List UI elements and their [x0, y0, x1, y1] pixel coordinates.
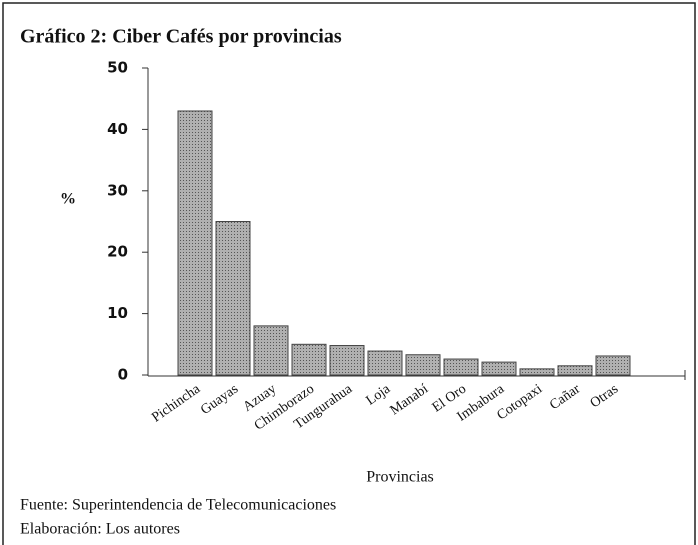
x-tick-label: Cañar	[547, 381, 583, 413]
bar	[557, 365, 593, 376]
bar	[215, 221, 251, 376]
chart-title: Gráfico 2: Ciber Cafés por provincias	[20, 26, 342, 48]
bar	[177, 110, 213, 376]
bar	[519, 368, 555, 376]
y-tick-label: 20	[107, 243, 128, 261]
y-tick-label: 50	[107, 59, 128, 77]
bar	[329, 345, 365, 376]
y-tick-label: 30	[107, 181, 128, 199]
source-note: Fuente: Superintendencia de Telecomunica…	[20, 497, 336, 514]
x-tick-label: Guayas	[198, 382, 241, 418]
bar	[443, 358, 479, 376]
source-note: Elaboración: Los autores	[20, 521, 180, 538]
bar	[595, 355, 631, 376]
x-tick-label: Otras	[588, 382, 621, 412]
bar	[253, 325, 289, 376]
bar	[405, 354, 441, 376]
bar	[367, 350, 403, 376]
y-tick-label: 40	[107, 120, 128, 138]
bar	[481, 361, 517, 376]
x-axis-label: Provincias	[366, 469, 434, 486]
y-tick-label: 10	[107, 304, 128, 322]
bar	[291, 343, 327, 376]
x-tick-label: Pichincha	[149, 381, 203, 425]
y-axis-label: %	[60, 191, 76, 208]
y-tick-label: 0	[118, 366, 128, 384]
x-tick-label: Manabí	[388, 382, 432, 419]
